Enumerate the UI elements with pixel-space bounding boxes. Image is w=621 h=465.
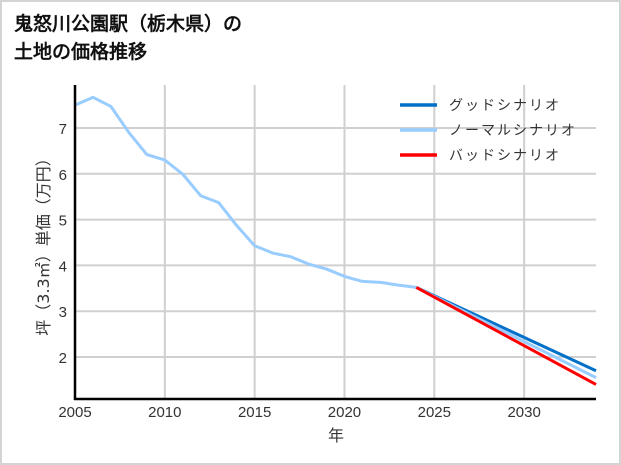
legend-label: ノーマルシナリオ xyxy=(449,123,577,139)
title-line-1: 鬼怒川公園駅（栃木県）の xyxy=(14,13,243,35)
series-line xyxy=(415,286,597,386)
x-tick-label: 2010 xyxy=(148,404,181,421)
chart-title: 鬼怒川公園駅（栃木県）の 土地の価格推移 xyxy=(14,10,242,66)
y-tick-label: 2 xyxy=(59,350,67,367)
y-tick-label: 7 xyxy=(59,121,67,138)
legend-label: バッドシナリオ xyxy=(449,148,561,164)
legend-label: グッドシナリオ xyxy=(449,98,561,114)
y-tick-label: 6 xyxy=(59,167,67,184)
x-tick-label: 2005 xyxy=(58,404,91,421)
y-tick-label: 3 xyxy=(59,304,67,321)
y-tick-label: 5 xyxy=(59,213,67,230)
x-tick-label: 2020 xyxy=(328,404,361,421)
y-axis-label: 坪（3.3㎡）単価（万円） xyxy=(34,150,53,335)
x-axis-label: 年 xyxy=(328,426,344,445)
x-tick-label: 2030 xyxy=(507,404,540,421)
title-line-2: 土地の価格推移 xyxy=(14,41,148,63)
x-tick-label: 2025 xyxy=(418,404,451,421)
x-tick-label: 2015 xyxy=(238,404,271,421)
series-line xyxy=(74,95,417,289)
y-tick-label: 4 xyxy=(59,258,67,275)
